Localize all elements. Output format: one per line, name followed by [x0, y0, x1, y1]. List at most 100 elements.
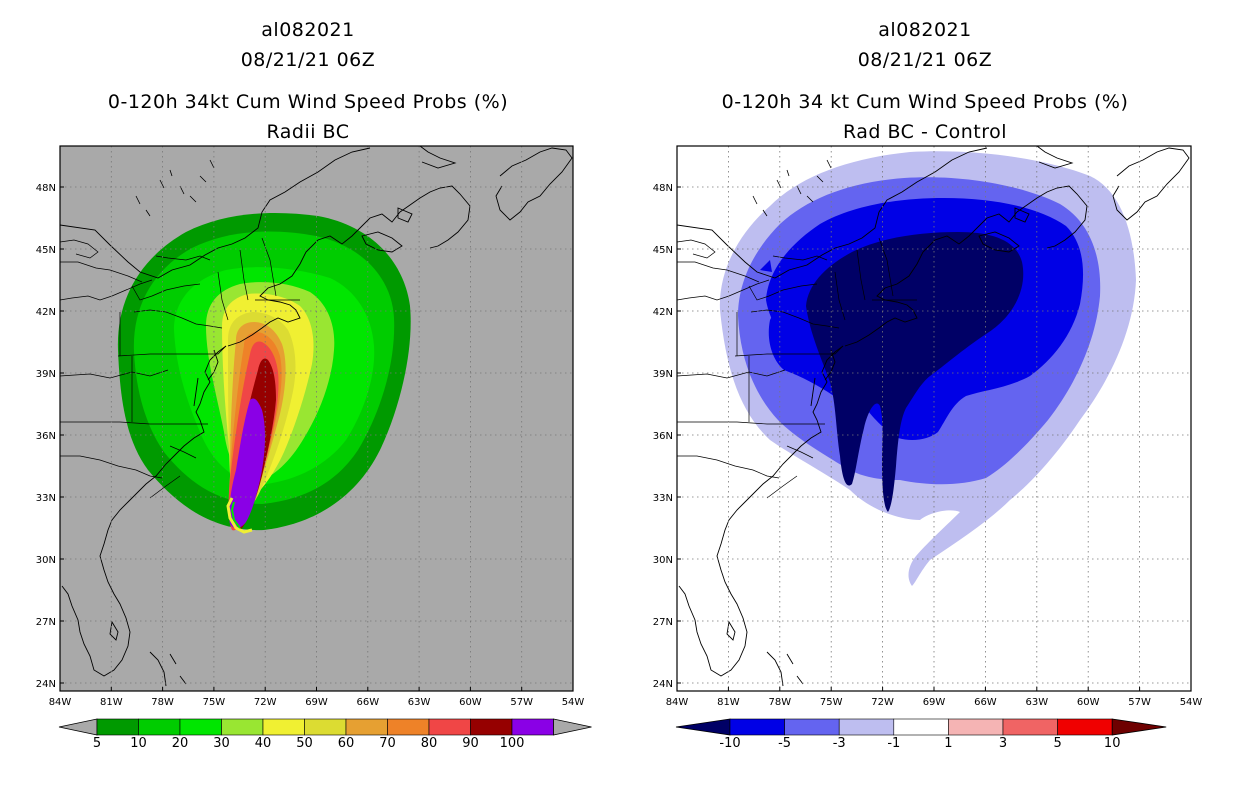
colorbar-under-triangle: [58, 718, 98, 736]
lat-label: 30N: [36, 555, 56, 566]
lat-label: 39N: [653, 369, 673, 380]
lon-label: 78W: [151, 697, 174, 708]
colorbar-box: [784, 718, 840, 736]
lon-label: 81W: [100, 697, 123, 708]
probability-contours: [117, 213, 411, 534]
lat-label: 33N: [36, 493, 56, 504]
colorbar-label: -3: [833, 736, 846, 751]
lat-label: 48N: [653, 183, 673, 194]
lon-label: 63W: [408, 697, 431, 708]
right-title-variant: Rad BC - Control: [843, 121, 1007, 143]
lat-label: 27N: [36, 617, 56, 628]
colorbar-box: [179, 718, 222, 736]
lat-label: 39N: [36, 369, 56, 380]
lon-label: 60W: [459, 697, 482, 708]
lat-label: 42N: [653, 307, 673, 318]
right-colorbar: -10 -5 -3 -1 1 3 5 10: [675, 718, 1167, 751]
lat-label: 36N: [653, 431, 673, 442]
lon-label: 78W: [768, 697, 791, 708]
colorbar-box: [470, 718, 513, 736]
lon-label: 75W: [820, 697, 843, 708]
colorbar-box: [838, 718, 895, 736]
colorbar-label: 10: [1104, 736, 1121, 751]
lon-label: 75W: [203, 697, 226, 708]
right-panel: al082021 08/21/21 06Z 0-120h 34 kt Cum W…: [653, 19, 1203, 751]
colorbar-box: [304, 718, 347, 736]
lon-label: 81W: [717, 697, 740, 708]
colorbar-label: 30: [213, 736, 230, 751]
left-lat-labels: 48N 45N 42N 39N 36N 33N 30N 27N 24N: [36, 183, 64, 690]
colorbar-label: 100: [500, 736, 525, 751]
lon-label: 72W: [254, 697, 277, 708]
colorbar-box: [729, 718, 785, 736]
colorbar-label: 5: [1053, 736, 1061, 751]
colorbar-over-triangle: [1111, 718, 1167, 736]
lat-label: 42N: [36, 307, 56, 318]
colorbar-box: [138, 718, 181, 736]
lat-label: 24N: [36, 679, 56, 690]
colorbar-label: -1: [887, 736, 900, 751]
colorbar-box: [221, 718, 264, 736]
left-title-product: 0-120h 34kt Cum Wind Speed Probs (%): [108, 91, 508, 113]
colorbar-label: 80: [421, 736, 438, 751]
colorbar-label: -10: [719, 736, 740, 751]
lon-label: 84W: [666, 697, 689, 708]
left-title-variant: Radii BC: [266, 121, 349, 143]
lat-label: 36N: [36, 431, 56, 442]
colorbar-over-triangle: [553, 718, 592, 736]
colorbar-under-triangle: [675, 718, 731, 736]
left-title-storm: al082021: [261, 19, 354, 41]
right-map: [677, 146, 1191, 691]
colorbar-label: 70: [379, 736, 396, 751]
lat-label: 30N: [653, 555, 673, 566]
left-map: [60, 146, 573, 691]
lon-label: 54W: [1180, 697, 1203, 708]
lon-label: 60W: [1077, 697, 1100, 708]
colorbar-label: 40: [255, 736, 272, 751]
lon-label: 66W: [974, 697, 997, 708]
lon-label: 57W: [1128, 697, 1151, 708]
colorbar-label: 1: [944, 736, 952, 751]
lon-label: 57W: [510, 697, 533, 708]
lon-label: 84W: [49, 697, 72, 708]
colorbar-box: [428, 718, 471, 736]
colorbar-box: [1002, 718, 1058, 736]
colorbar-box: [1057, 718, 1113, 736]
colorbar-box: [511, 718, 554, 736]
left-lon-labels: 84W 81W 78W 75W 72W 69W 66W 63W 60W 57W 54W: [49, 687, 585, 708]
colorbar-label: -5: [778, 736, 791, 751]
colorbar-label: 60: [338, 736, 355, 751]
difference-contours: [719, 151, 1136, 587]
left-title-date: 08/21/21 06Z: [241, 49, 376, 71]
left-panel: al082021 08/21/21 06Z 0-120h 34kt Cum Wi…: [36, 19, 592, 751]
right-title-product: 0-120h 34 kt Cum Wind Speed Probs (%): [722, 91, 1129, 113]
colorbar-label: 10: [130, 736, 147, 751]
lat-label: 48N: [36, 183, 56, 194]
right-lon-labels: 84W 81W 78W 75W 72W 69W 66W 63W 60W 57W 54W: [666, 687, 1203, 708]
lon-label: 66W: [356, 697, 379, 708]
right-title-date: 08/21/21 06Z: [858, 49, 993, 71]
lon-label: 69W: [305, 697, 328, 708]
colorbar-box: [893, 718, 949, 736]
colorbar-label: 50: [296, 736, 313, 751]
lon-label: 69W: [923, 697, 946, 708]
lon-label: 63W: [1025, 697, 1048, 708]
colorbar-label: 90: [462, 736, 479, 751]
lat-label: 45N: [36, 245, 56, 256]
colorbar-label: 5: [93, 736, 101, 751]
colorbar-box: [262, 718, 305, 736]
lat-label: 24N: [653, 679, 673, 690]
right-lat-labels: 48N 45N 42N 39N 36N 33N 30N 27N 24N: [653, 183, 681, 690]
lat-label: 33N: [653, 493, 673, 504]
right-title-storm: al082021: [878, 19, 971, 41]
colorbar-label: 3: [999, 736, 1007, 751]
lon-label: 72W: [871, 697, 894, 708]
left-gridlines: [60, 146, 573, 691]
colorbar-box: [948, 718, 1004, 736]
right-gridlines: [677, 146, 1191, 691]
lat-label: 45N: [653, 245, 673, 256]
colorbar-box: [345, 718, 388, 736]
lon-label: 54W: [562, 697, 585, 708]
lat-label: 27N: [653, 617, 673, 628]
